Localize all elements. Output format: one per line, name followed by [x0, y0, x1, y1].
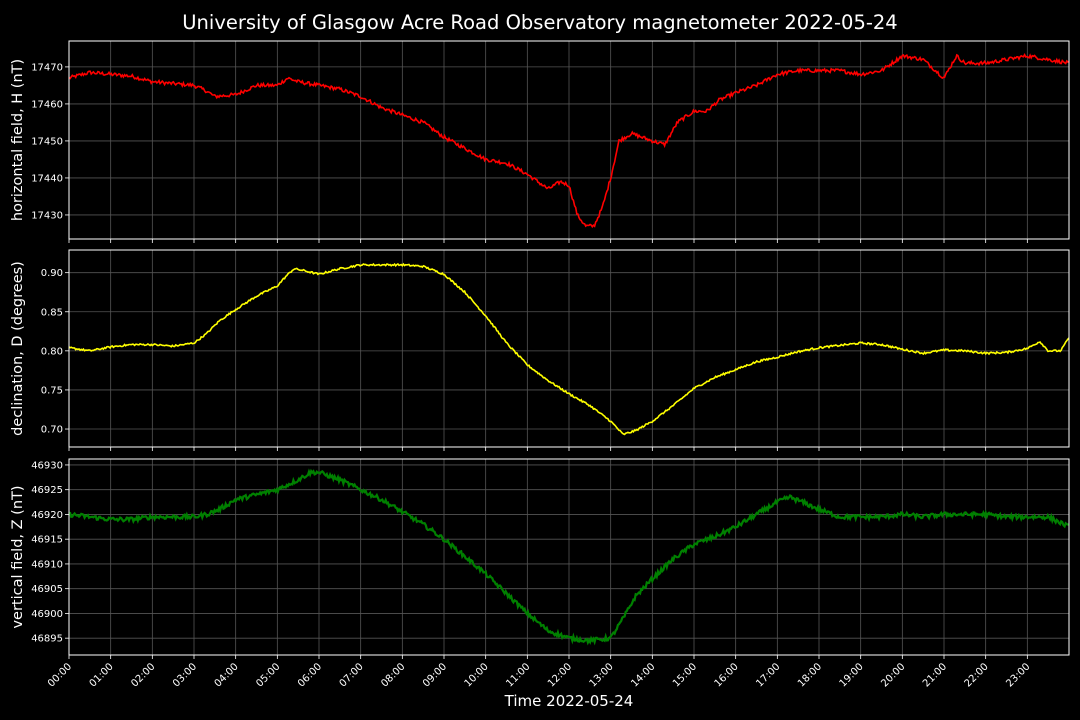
y-tick-label: 0.90: [41, 268, 63, 279]
x-tick-label: 10:00: [463, 661, 491, 689]
panel-z-frame: [68, 458, 1070, 656]
x-tick-label: 15:00: [671, 661, 699, 689]
x-tick-label: 02:00: [129, 661, 157, 689]
x-tick-label: 06:00: [296, 661, 324, 689]
y-tick-label: 0.75: [41, 385, 63, 396]
x-tick-label: 13:00: [588, 661, 616, 689]
x-tick-label: 09:00: [421, 661, 449, 689]
x-tick-label: 12:00: [546, 661, 574, 689]
x-tick-label: 22:00: [963, 661, 991, 689]
y-tick-label: 46915: [31, 535, 63, 546]
x-tick-label: 08:00: [379, 661, 407, 689]
y-tick-label: 17460: [31, 99, 63, 110]
x-tick-label: 00:00: [46, 661, 74, 689]
x-tick-label: 20:00: [879, 661, 907, 689]
x-tick-label: 01:00: [88, 661, 116, 689]
y-tick-label: 46920: [31, 510, 63, 521]
panel-h-frame: [68, 40, 1070, 240]
y-tick-label: 17470: [31, 62, 63, 73]
x-tick-label: 05:00: [254, 661, 282, 689]
y-tick-label: 46900: [31, 609, 63, 620]
y-tick-label: 46895: [31, 634, 63, 645]
panel-d-frame: [68, 249, 1070, 448]
x-tick-label: 07:00: [338, 661, 366, 689]
panel-z: 46895 46900 46905 46910 46915 46920 46925 46930…: [10, 458, 1070, 690]
x-tick-label: 04:00: [213, 661, 241, 689]
y-axis-label-z: vertical field, Z (nT): [10, 485, 26, 628]
y-tick-label: 46925: [31, 485, 63, 496]
x-tick-label: 21:00: [921, 661, 949, 689]
x-tick-label: 19:00: [838, 661, 866, 689]
y-tick-label: 46905: [31, 584, 63, 595]
y-tick-label: 46930: [31, 460, 63, 471]
series-line-d: [68, 262, 1070, 436]
series-line-z: [68, 468, 1070, 646]
y-axis-label-d: declination, D (degrees): [10, 261, 26, 436]
y-tick-label: 0.85: [41, 307, 63, 318]
y-tick-label: 17450: [31, 136, 63, 147]
x-axis-label: Time 2022-05-24: [504, 692, 634, 710]
x-tick-label: 16:00: [713, 661, 741, 689]
y-axis-label-h: horizontal field, H (nT): [10, 59, 26, 221]
y-tick-label: 0.70: [41, 425, 63, 436]
y-tick-label: 17440: [31, 173, 63, 184]
x-tick-label: 03:00: [171, 661, 199, 689]
x-tick-label: 14:00: [629, 661, 657, 689]
panel-h: 17430 17440 17450 17460 17470 horizontal fiel…: [10, 40, 1070, 243]
x-tick-label: 17:00: [754, 661, 782, 689]
x-tick-label: 18:00: [796, 661, 824, 689]
series-line-h: [68, 53, 1070, 229]
x-tick-label: 11:00: [504, 661, 532, 689]
chart-title: University of Glasgow Acre Road Observat…: [182, 11, 897, 34]
x-tick-label: 23:00: [1004, 661, 1032, 689]
y-tick-label: 46910: [31, 559, 63, 570]
panel-d: 0.70 0.75 0.80 0.85 0.90 declination, D (degr…: [10, 249, 1070, 451]
y-tick-label: 17430: [31, 210, 63, 221]
y-tick-label: 0.80: [41, 346, 63, 357]
